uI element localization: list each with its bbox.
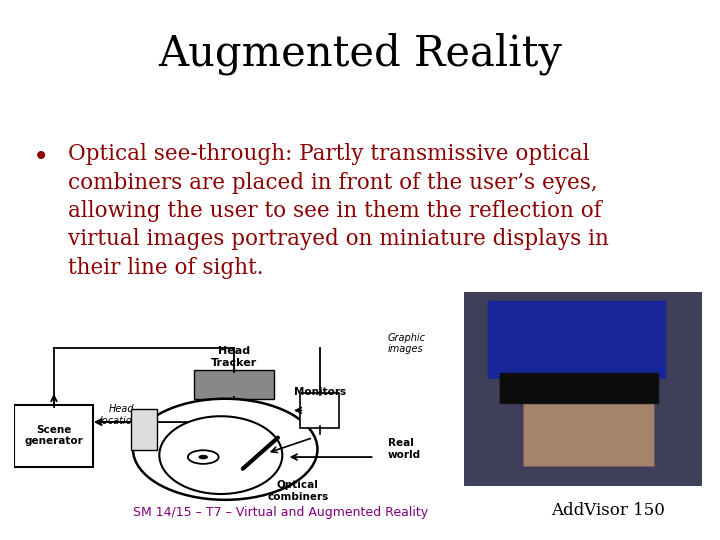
Text: Head
Tracker: Head Tracker [211,346,257,368]
Text: Augmented Reality: Augmented Reality [158,32,562,75]
Text: Monitors: Monitors [294,387,346,397]
Circle shape [199,455,207,459]
Text: •: • [32,143,49,171]
FancyBboxPatch shape [300,393,339,428]
FancyBboxPatch shape [194,369,274,399]
Ellipse shape [133,399,318,500]
Text: Optical see-through: Partly transmissive optical
combiners are placed in front o: Optical see-through: Partly transmissive… [68,143,609,279]
Text: Scene
generator: Scene generator [24,425,84,447]
Text: SM 14/15 – T7 – Virtual and Augmented Reality: SM 14/15 – T7 – Virtual and Augmented Re… [133,507,428,519]
Text: AddVisor 150: AddVisor 150 [552,503,665,519]
FancyBboxPatch shape [131,409,157,450]
Text: Real
world: Real world [388,438,421,460]
Text: Head
locations: Head locations [100,404,144,426]
Text: Graphic
images: Graphic images [388,333,426,354]
Circle shape [188,450,219,464]
Text: Optical
combiners: Optical combiners [267,481,328,502]
FancyBboxPatch shape [14,404,94,467]
Ellipse shape [159,416,282,494]
